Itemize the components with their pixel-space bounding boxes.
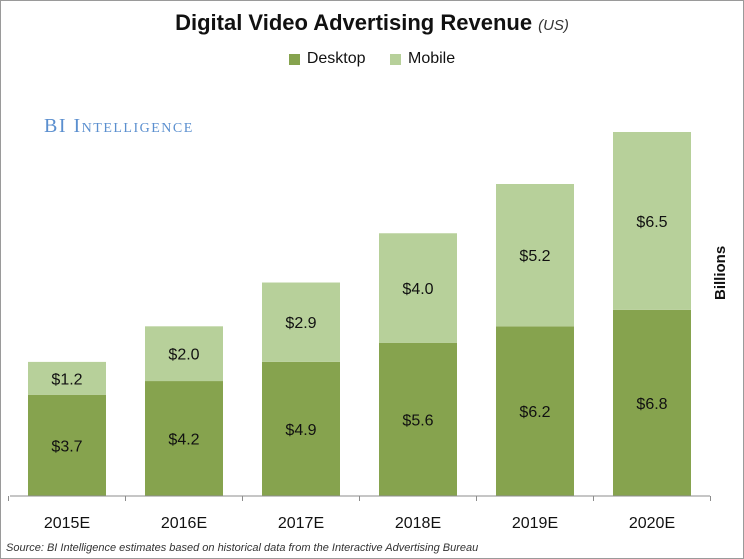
data-label-mobile-2017e: $2.9 [285, 315, 316, 332]
chart-title: Digital Video Advertising Revenue (US) [0, 10, 744, 36]
bar-desktop-2015e [28, 394, 106, 496]
data-label-desktop-2017e: $4.9 [285, 422, 316, 439]
bar-desktop-2017e [262, 361, 340, 496]
x-axis-labels: 2015E 2016E 2017E 2018E 2019E 2020E [44, 515, 675, 532]
bar-mobile-2018e [379, 233, 457, 343]
chart-subtitle: (US) [538, 17, 569, 34]
chart-title-text: Digital Video Advertising Revenue [175, 10, 533, 35]
x-tick-label: 2018E [395, 515, 441, 532]
bi-intelligence-logo: BI Intelligence [44, 115, 194, 137]
legend-swatch-desktop [288, 53, 300, 65]
legend-item-desktop: Desktop [288, 50, 366, 68]
x-tick-label: 2019E [512, 515, 558, 532]
bar-mobile-2016e [145, 326, 223, 382]
data-label-mobile-2018e: $4.0 [402, 281, 433, 298]
bar-desktop-2020e [613, 309, 691, 496]
data-label-mobile-2020e: $6.5 [636, 214, 667, 231]
bar-desktop-2016e [145, 381, 223, 496]
legend-item-mobile: Mobile [390, 50, 455, 68]
legend-swatch-mobile [390, 53, 401, 65]
x-tick-label: 2017E [278, 515, 324, 532]
bar-mobile-2020e [613, 132, 691, 310]
data-label-desktop-2015e: $3.7 [51, 438, 82, 455]
legend-label-desktop: Desktop [306, 50, 366, 67]
x-tick-label: 2020E [629, 515, 675, 532]
legend-label-mobile: Mobile [408, 50, 456, 67]
bar-mobile-2015e [28, 361, 106, 395]
data-label-mobile-2019e: $5.2 [519, 248, 550, 265]
x-tick-label: 2016E [161, 515, 207, 532]
bar-mobile-2017e [262, 282, 340, 362]
legend: Desktop Mobile [0, 50, 744, 70]
data-label-desktop-2019e: $6.2 [519, 404, 550, 421]
x-axis-ticks [8, 496, 711, 501]
x-tick-label: 2015E [44, 515, 90, 532]
data-label-desktop-2016e: $4.2 [168, 432, 199, 449]
data-label-mobile-2016e: $2.0 [168, 347, 199, 364]
data-label-mobile-2015e: $1.2 [51, 371, 82, 388]
bar-desktop-2019e [496, 326, 574, 496]
data-label-desktop-2018e: $5.6 [402, 412, 433, 429]
data-label-desktop-2020e: $6.8 [636, 396, 667, 413]
bar-group: $3.7 $1.2 $4.2 $2.0 $4.9 $2.9 $5.6 $4.0 $6.2 $5.2… [28, 132, 691, 496]
source-note: Source: BI Intelligence estimates based … [6, 542, 479, 554]
bar-desktop-2018e [379, 342, 457, 496]
bar-mobile-2019e [496, 184, 574, 327]
